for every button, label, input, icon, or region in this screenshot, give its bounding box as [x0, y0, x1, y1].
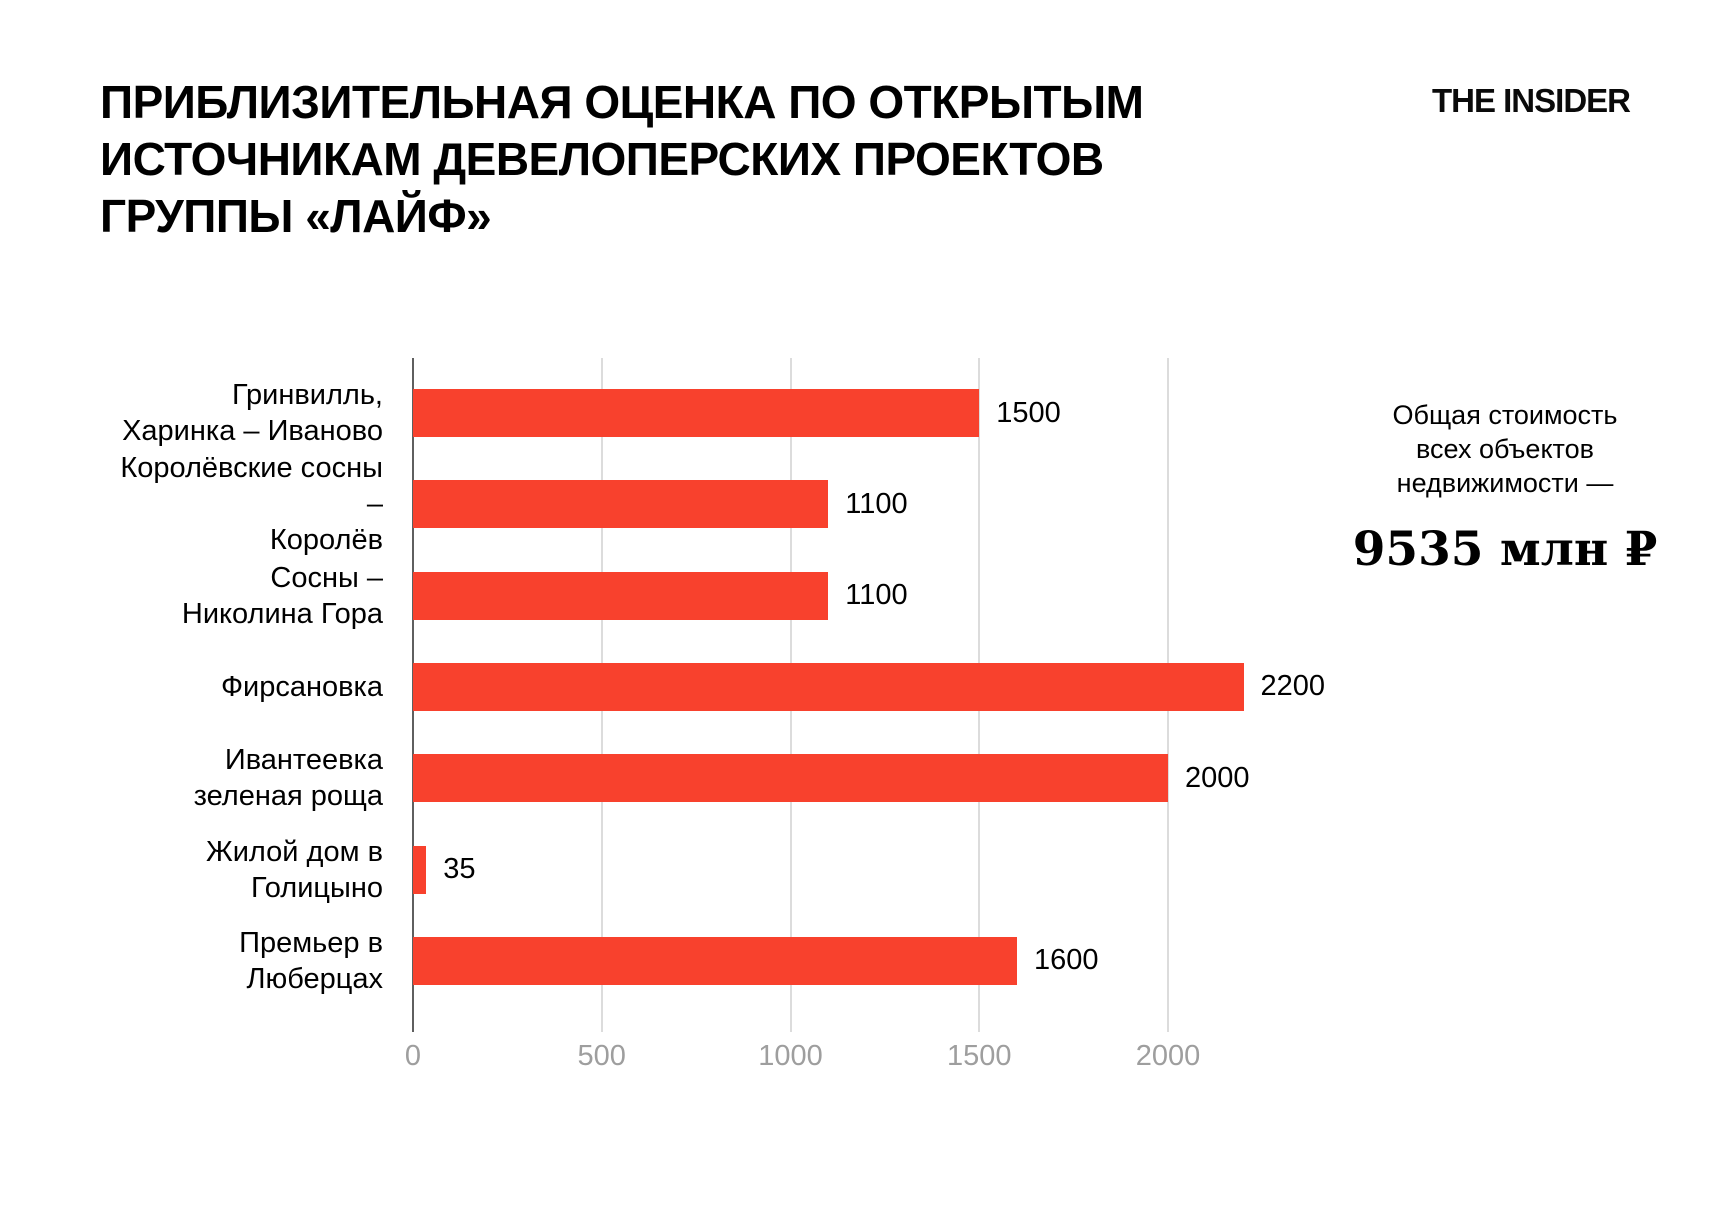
- bar-7: [413, 936, 1017, 985]
- bar-2: [413, 480, 829, 529]
- bar-5: [413, 754, 1168, 803]
- bar-value-label-6: 35: [443, 853, 476, 885]
- the-insider-logo: THE INSIDER: [1431, 82, 1631, 119]
- category-labels-column: Гринвилль, Харинка – Иваново Королёвские …: [100, 358, 398, 1020]
- total-annotation-label: Общая стоимость всех объектов недвижимос…: [1392, 400, 1618, 498]
- total-annotation: Общая стоимость всех объектов недвижимос…: [1305, 398, 1705, 577]
- bar-value-label-2: 1100: [845, 487, 908, 520]
- category-label-5: Ивантеевка зеленая роща: [193, 744, 383, 813]
- x-tick-label-0: 0: [404, 1040, 422, 1072]
- category-label-2: Королёвские сосны – Королёв: [120, 452, 383, 557]
- category-label-4: Фирсановка: [220, 670, 383, 703]
- x-tick-label-2000: 2000: [1135, 1040, 1201, 1072]
- bar-6: [413, 845, 427, 894]
- x-axis-tick-labels: 0 500 1000 1500 2000: [405, 1040, 1281, 1080]
- x-tick-label-1000: 1000: [758, 1040, 823, 1072]
- total-annotation-value: 9535 млн ₽: [1352, 522, 1658, 577]
- category-label-1: Гринвилль, Харинка – Иваново: [122, 379, 383, 447]
- bar-4: [413, 662, 1244, 711]
- bar-value-label-1: 1500: [996, 396, 1061, 429]
- plot-area: 1500 1100 1100 2200 2000 35 1600: [412, 358, 1325, 1032]
- bar-value-label-7: 1600: [1034, 944, 1099, 977]
- bar-value-label-4: 2200: [1260, 670, 1326, 703]
- category-label-6: Жилой дом в Голицыно: [205, 835, 383, 904]
- category-label-3: Сосны – Николина Гора: [181, 561, 383, 630]
- bar-3: [413, 571, 829, 620]
- bar-1: [413, 389, 980, 437]
- page-title: ПРИБЛИЗИТЕЛЬНАЯ ОЦЕНКА ПО ОТКРЫТЫМ ИСТОЧ…: [100, 76, 1144, 242]
- bar-value-label-3: 1100: [845, 579, 908, 612]
- bar-value-label-5: 2000: [1185, 761, 1250, 794]
- x-tick-label-500: 500: [577, 1040, 626, 1072]
- x-tick-label-1500: 1500: [946, 1040, 1012, 1072]
- category-label-7: Премьер в Люберцах: [239, 926, 383, 995]
